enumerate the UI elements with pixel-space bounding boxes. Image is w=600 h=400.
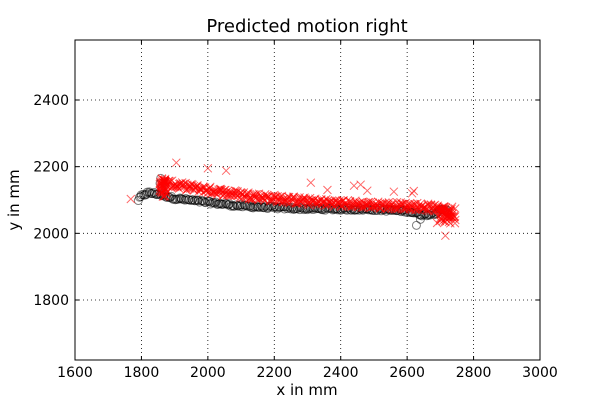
y-tick-label: 2200 [33, 160, 69, 176]
predicted-point [450, 204, 460, 213]
predicted-point [436, 214, 445, 224]
predicted-point [440, 231, 450, 241]
x-tick-label: 2400 [323, 365, 359, 381]
predicted-point [157, 177, 167, 186]
predicted-point [203, 163, 213, 173]
predicted-point [156, 182, 165, 191]
chart-title: Predicted motion right [206, 16, 407, 37]
predicted-point [230, 186, 240, 195]
data-points [126, 158, 460, 241]
y-tick-label: 2400 [33, 93, 69, 109]
x-tick-label: 1600 [57, 365, 93, 381]
predicted-point [450, 212, 459, 222]
x-tick-label: 2800 [456, 365, 492, 381]
predicted-point [389, 187, 399, 197]
predicted-point [407, 188, 417, 198]
predicted-point [445, 218, 455, 228]
predicted-point [323, 185, 332, 195]
predicted-point [160, 191, 169, 201]
y-axis-label: y in mm [5, 169, 23, 230]
predicted-point [221, 166, 231, 176]
y-tick-label: 2000 [33, 226, 69, 242]
predicted-point [447, 204, 456, 214]
predicted-point [171, 158, 181, 168]
observed-point [415, 214, 425, 224]
x-tick-label: 2600 [389, 365, 425, 381]
predicted-point [439, 203, 449, 212]
plot-frame [74, 39, 541, 361]
predicted-point [450, 215, 460, 225]
predicted-point [157, 187, 166, 196]
predicted-point [161, 185, 171, 195]
axis-ticks: 1600 1800 2000 2200 2400 2600 2800 3000 1800 2000… [33, 40, 558, 381]
predicted-point [436, 203, 446, 213]
predicted-point [388, 198, 398, 207]
predicted-point [126, 194, 136, 204]
predicted-point [306, 178, 316, 188]
y-tick-label: 1800 [33, 293, 69, 309]
x-tick-label: 2200 [256, 365, 292, 381]
x-tick-label: 3000 [522, 365, 558, 381]
predicted-point [384, 200, 393, 210]
x-tick-label: 2000 [190, 365, 226, 381]
x-axis-label: x in mm [276, 381, 337, 399]
predicted-point [362, 186, 372, 196]
x-tick-label: 1800 [124, 365, 160, 381]
